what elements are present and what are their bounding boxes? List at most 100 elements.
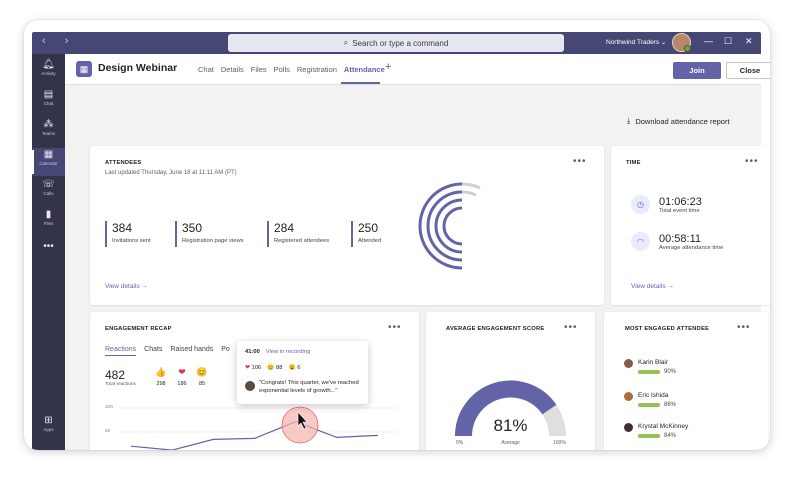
main-content: ▦ Design Webinar Chat Details Files Poll… [65, 54, 770, 450]
rail-more[interactable]: ••• [32, 240, 65, 268]
engagement-bar [638, 403, 660, 407]
engagement-bar [638, 434, 660, 438]
rail-calls[interactable]: ☏ Calls [32, 178, 65, 206]
smile-icon: 😊 [196, 367, 208, 377]
tab-attendance[interactable]: Attendance [343, 65, 385, 74]
time-title: TIME [626, 160, 641, 166]
ring-attended [442, 206, 463, 246]
rail-activity[interactable]: 🔔︎ Activity [32, 58, 65, 86]
heart-icon: ❤ [178, 367, 186, 377]
org-switcher[interactable]: Northwind Traders ⌄ [606, 39, 667, 46]
reactions-series-line [130, 421, 379, 450]
maximize-icon[interactable]: ☐ [724, 36, 733, 46]
tab-polls[interactable]: Polls [273, 65, 290, 74]
engagement-more-icon[interactable]: ••• [388, 322, 402, 333]
avatar [624, 359, 633, 368]
attendees-view-details-link[interactable]: View details → [105, 283, 148, 290]
attendees-more-icon[interactable]: ••• [573, 156, 587, 167]
title-bar: ‹ › ⌕ Search or type a command Northwind… [32, 32, 761, 54]
stat-attended: 250 Attended [351, 221, 381, 247]
rail-apps[interactable]: ⊞ Apps [32, 414, 65, 442]
attendance-rings-chart [418, 182, 481, 270]
tooltip-heart: ❤ 106 [245, 365, 262, 371]
nav-arrows[interactable]: ‹ › [42, 35, 77, 47]
engagement-title: ENGAGEMENT RECAP [105, 326, 172, 332]
attendees-title: ATTENDEES [105, 160, 142, 166]
view-in-recording-link[interactable]: View in recording [265, 349, 311, 355]
user-avatar[interactable] [672, 33, 691, 52]
join-button[interactable]: Join [673, 62, 721, 79]
minimize-icon[interactable]: — [704, 36, 713, 46]
page-title: Design Webinar [98, 62, 178, 74]
tab-raised-hands[interactable]: Raised hands [170, 346, 214, 353]
teams-icon: ⁂ [43, 119, 54, 130]
tab-bar: Chat Details Files Polls Registration At… [198, 65, 385, 74]
ring-views [426, 190, 463, 262]
reaction-heart: ❤ 186 [174, 367, 190, 387]
most-engaged-more-icon[interactable]: ••• [737, 322, 751, 333]
y-tick-50: 50 [105, 429, 111, 434]
phone-icon: ☏ [42, 179, 55, 190]
click-highlight [281, 406, 319, 444]
reactions-line-chart [120, 406, 399, 450]
tab-registration[interactable]: Registration [296, 65, 337, 74]
gauge-min: 0% [456, 440, 464, 446]
calendar-icon: ▦ [76, 61, 92, 77]
time-card: TIME ••• ◷ 01:06:23 Total event time ◠ 0… [611, 146, 770, 305]
tab-reactions[interactable]: Reactions [105, 346, 137, 356]
rail-calendar[interactable]: ▦ Calendar [32, 148, 65, 176]
bell-icon: 🔔︎ [42, 59, 55, 70]
total-reactions: 482 Total reactions [105, 368, 136, 388]
signal-icon: ◠ [631, 232, 650, 251]
calendar-icon: ▦ [43, 149, 54, 160]
time-view-details-link[interactable]: View details → [631, 283, 674, 290]
search-input[interactable]: ⌕ Search or type a command [228, 34, 564, 52]
engaged-person-1: Karin Blair 90% [624, 358, 676, 375]
add-tab-button[interactable]: + [385, 61, 392, 73]
y-tick-100: 100 [105, 405, 114, 410]
engagement-bar [638, 370, 660, 374]
score-more-icon[interactable]: ••• [564, 322, 578, 333]
meeting-header: ▦ Design Webinar Chat Details Files Poll… [65, 54, 770, 85]
reaction-like: 👍 298 [153, 367, 169, 387]
active-tab-indicator [341, 82, 380, 84]
tab-files[interactable]: Files [250, 65, 267, 74]
rail-teams[interactable]: ⁂ Teams [32, 118, 65, 146]
engagement-tabs: Reactions Chats Raised hands Po [105, 346, 230, 356]
score-value: 81% [493, 416, 528, 435]
attendees-card: ATTENDEES ••• Last updated Thursday, Jun… [90, 146, 604, 305]
tooltip-time: 41:00 [245, 349, 260, 355]
tab-details[interactable]: Details [220, 65, 244, 74]
apps-icon: ⊞ [44, 415, 53, 426]
cursor-icon [297, 411, 308, 430]
tooltip-smile: 😊 88 [267, 365, 283, 371]
stat-invitations: 384 Invitations sent [105, 221, 151, 247]
stat-registration-views: 350 Registration page views [175, 221, 244, 247]
thumbs-up-icon: 👍 [155, 367, 167, 377]
score-title: AVERAGE ENGAGEMENT SCORE [446, 326, 545, 332]
avatar [624, 423, 633, 432]
stat-registered: 284 Registered attendees [267, 221, 329, 247]
rail-files[interactable]: ▮ Files [32, 208, 65, 236]
tooltip-wow: 😮 6 [288, 365, 301, 371]
gauge-fill [455, 380, 557, 437]
ring-registered [434, 198, 463, 254]
clock-icon: ◷ [631, 195, 650, 214]
tab-chat[interactable]: Chat [198, 65, 214, 74]
total-time-row: ◷ 01:06:23 Total event time [631, 195, 702, 214]
most-engaged-title: MOST ENGAGED ATTENDEE [625, 326, 710, 332]
average-time-row: ◠ 00:58:11 Average attendance time [631, 232, 723, 251]
close-window-icon[interactable]: ✕ [745, 36, 753, 46]
download-attendance-report[interactable]: ⤓ Download attendance report [627, 116, 730, 126]
gauge-label: Average [501, 440, 520, 446]
rail-chat[interactable]: ▤ Chat [32, 88, 65, 116]
gauge-max: 100% [553, 440, 566, 446]
download-icon: ⤓ [627, 116, 631, 125]
reaction-tooltip: 41:00 View in recording ❤ 106 😊 88 😮 6 "… [237, 341, 368, 404]
time-more-icon[interactable]: ••• [745, 156, 759, 167]
engaged-person-3: Krystal McKinney 84% [624, 422, 688, 439]
most-engaged-card: MOST ENGAGED ATTENDEE ••• Karin Blair 90… [604, 312, 768, 450]
tab-chats[interactable]: Chats [144, 346, 163, 353]
tab-polls[interactable]: Po [221, 346, 230, 353]
close-button[interactable]: Close [726, 62, 770, 79]
